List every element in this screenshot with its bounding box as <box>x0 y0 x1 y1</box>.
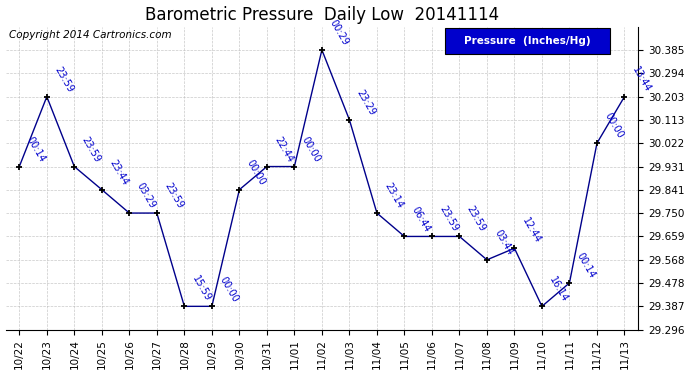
Text: 23:59: 23:59 <box>80 135 103 164</box>
Title: Barometric Pressure  Daily Low  20141114: Barometric Pressure Daily Low 20141114 <box>145 6 499 24</box>
Text: 23:59: 23:59 <box>162 181 185 210</box>
Text: 22:44: 22:44 <box>273 135 295 164</box>
Text: 00:00: 00:00 <box>217 274 240 303</box>
Text: 13:44: 13:44 <box>630 65 653 94</box>
Text: 00:14: 00:14 <box>25 135 48 164</box>
FancyBboxPatch shape <box>445 28 610 54</box>
Text: 23:44: 23:44 <box>108 158 130 187</box>
Text: 03:44: 03:44 <box>493 228 515 257</box>
Text: 12:44: 12:44 <box>520 216 542 246</box>
Text: 00:00: 00:00 <box>245 158 268 187</box>
Text: 16:14: 16:14 <box>547 274 570 303</box>
Text: 23:29: 23:29 <box>355 88 377 117</box>
Text: Copyright 2014 Cartronics.com: Copyright 2014 Cartronics.com <box>9 30 171 39</box>
Text: 00:29: 00:29 <box>328 18 350 47</box>
Text: 00:14: 00:14 <box>575 251 598 280</box>
Text: 00:00: 00:00 <box>300 135 322 164</box>
Text: 23:14: 23:14 <box>382 181 405 210</box>
Text: 23:59: 23:59 <box>52 64 75 94</box>
Text: 23:59: 23:59 <box>437 204 460 234</box>
Text: 00:00: 00:00 <box>602 111 625 140</box>
Text: Pressure  (Inches/Hg): Pressure (Inches/Hg) <box>464 36 591 46</box>
Text: 03:29: 03:29 <box>135 181 157 210</box>
Text: 06:44: 06:44 <box>410 205 433 234</box>
Text: 23:59: 23:59 <box>465 204 488 234</box>
Text: 15:59: 15:59 <box>190 274 213 303</box>
